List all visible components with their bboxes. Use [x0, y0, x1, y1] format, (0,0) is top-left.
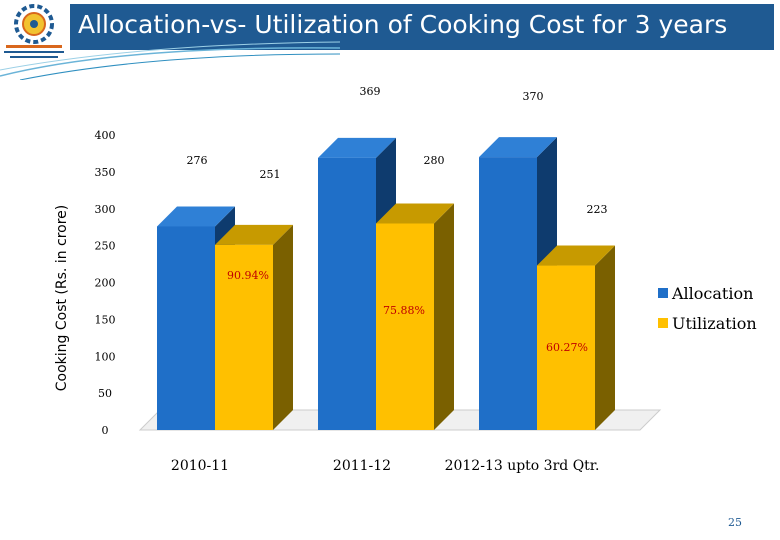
y-tick-label: 100 [95, 350, 116, 363]
utilization-data-label: 280 [424, 154, 445, 167]
gear-emblem-icon [4, 4, 64, 58]
allocation-bar-1 [157, 226, 215, 430]
allocation-bar-2-top [318, 137, 396, 158]
utilization-data-label: 251 [260, 168, 281, 181]
y-tick-label: 50 [98, 387, 112, 400]
percentage-annotation: 75.88% [383, 304, 425, 317]
y-axis-label: Cooking Cost (Rs. in crore) [54, 204, 70, 392]
x-tick-label: 2010-11 [171, 458, 229, 474]
utilization-bar-3-side [595, 245, 615, 430]
decorative-swoosh [0, 41, 340, 80]
y-tick-label: 400 [95, 129, 116, 142]
allocation-data-label: 370 [523, 90, 544, 103]
y-tick-label: 150 [95, 313, 116, 326]
legend-swatch-utilization [658, 318, 668, 328]
y-tick-label: 200 [95, 277, 116, 290]
page-number: 25 [728, 516, 742, 529]
allocation-bar-2 [318, 157, 376, 431]
utilization-bar-1 [215, 244, 273, 430]
legend-label-utilization: Utilization [672, 313, 757, 333]
percentage-annotation: 90.94% [227, 269, 269, 282]
legend-item-utilization: Utilization [658, 308, 757, 338]
legend-swatch-allocation [658, 288, 668, 298]
x-tick-label: 2011-12 [333, 458, 391, 474]
allocation-bar-3-top [479, 137, 557, 158]
legend-item-allocation: Allocation [658, 278, 757, 308]
allocation-data-label: 369 [360, 85, 381, 98]
utilization-bar-2-side [434, 203, 454, 430]
utilization-bar-2-top [376, 203, 454, 224]
allocation-bar-1-top [157, 206, 235, 227]
y-tick-label: 250 [95, 240, 116, 253]
y-tick-label: 350 [95, 166, 116, 179]
utilization-bar-2 [376, 223, 434, 430]
legend: Allocation Utilization [658, 278, 757, 338]
legend-label-allocation: Allocation [672, 283, 754, 303]
allocation-bar-3 [479, 157, 537, 430]
utilization-bar-3-top [537, 245, 615, 266]
percentage-annotation: 60.27% [546, 341, 588, 354]
x-tick-label: 2012-13 upto 3rd Qtr. [445, 458, 600, 474]
y-tick-label: 0 [102, 424, 109, 437]
allocation-data-label: 276 [187, 154, 208, 167]
utilization-bar-3 [537, 265, 595, 430]
utilization-data-label: 223 [587, 203, 608, 216]
utilization-bar-1-top [215, 224, 293, 245]
y-tick-label: 300 [95, 203, 116, 216]
header-bar [70, 4, 774, 50]
page-title: Allocation-vs- Utilization of Cooking Co… [78, 10, 728, 39]
utilization-bar-1-side [273, 224, 293, 430]
